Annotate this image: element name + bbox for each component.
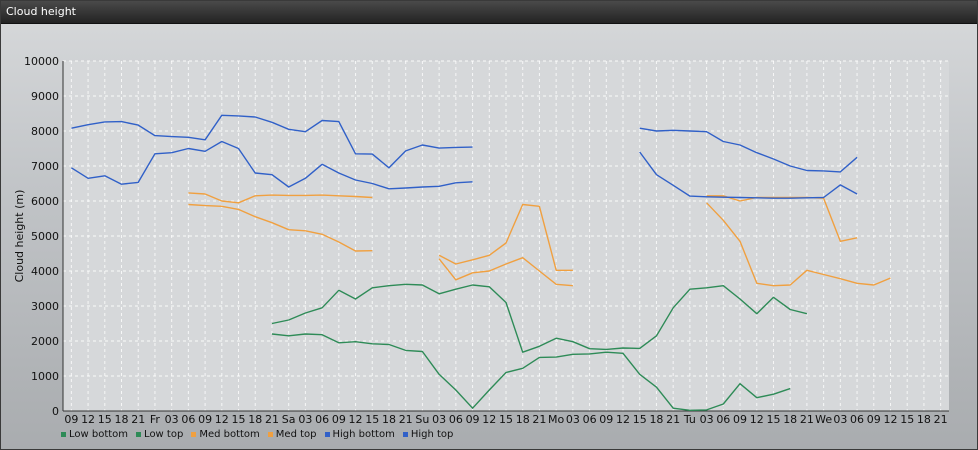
x-tick-label: 21 bbox=[265, 413, 279, 426]
x-tick-label: 21 bbox=[800, 413, 814, 426]
x-tick-label: 09 bbox=[733, 413, 747, 426]
x-tick-label: 21 bbox=[666, 413, 680, 426]
series-line-high-bottom bbox=[71, 140, 473, 190]
legend-item-med-top[interactable]: Med top bbox=[267, 428, 317, 440]
x-tick-label: Sa bbox=[282, 413, 296, 426]
series-line-high-top bbox=[639, 127, 858, 173]
legend-item-low-top[interactable]: Low top bbox=[136, 429, 183, 440]
legend-swatch bbox=[402, 431, 408, 437]
title-bar: Cloud height bbox=[1, 1, 977, 24]
y-tick-label: 1000 bbox=[31, 370, 59, 383]
legend-item-high-bottom[interactable]: High bottom bbox=[324, 428, 395, 440]
legend-label: High top bbox=[410, 428, 454, 440]
x-tick-label: Tu bbox=[683, 413, 696, 426]
x-tick-label: 03 bbox=[432, 413, 446, 426]
y-tick-label: 7000 bbox=[31, 160, 59, 173]
y-tick-label: 10000 bbox=[24, 55, 59, 68]
legend-swatch bbox=[267, 431, 273, 437]
window-title: Cloud height bbox=[6, 5, 76, 18]
x-tick-label: 12 bbox=[883, 413, 897, 426]
x-tick-label: 21 bbox=[934, 413, 948, 426]
y-tick-label: 8000 bbox=[31, 125, 59, 138]
x-tick-label: 06 bbox=[181, 413, 195, 426]
series-line-med-top bbox=[188, 203, 373, 252]
x-tick-label: 15 bbox=[232, 413, 246, 426]
legend-swatch bbox=[324, 431, 330, 437]
y-tick-label: 2000 bbox=[31, 335, 59, 348]
x-tick-label: 09 bbox=[198, 413, 212, 426]
x-tick-label: 12 bbox=[616, 413, 630, 426]
x-tick-label: 15 bbox=[900, 413, 914, 426]
x-tick-label: 06 bbox=[315, 413, 329, 426]
x-tick-label: 15 bbox=[98, 413, 112, 426]
legend-item-low-bottom[interactable]: Low bottom bbox=[61, 429, 128, 440]
x-tick-label: 09 bbox=[867, 413, 881, 426]
legend-swatch bbox=[136, 431, 142, 437]
x-tick-label: 09 bbox=[599, 413, 613, 426]
legend-item-high-top[interactable]: High top bbox=[402, 428, 454, 440]
x-tick-label: 06 bbox=[449, 413, 463, 426]
y-tick-label: 5000 bbox=[31, 230, 59, 243]
series-line-high-top bbox=[71, 114, 473, 169]
x-tick-label: 09 bbox=[466, 413, 480, 426]
x-tick-label: 21 bbox=[131, 413, 145, 426]
x-tick-label: 06 bbox=[583, 413, 597, 426]
x-tick-label: 15 bbox=[365, 413, 379, 426]
legend-label: High bottom bbox=[332, 428, 395, 440]
x-tick-label: 03 bbox=[700, 413, 714, 426]
x-tick-label: We bbox=[815, 413, 832, 426]
legend-swatch bbox=[191, 431, 197, 437]
x-tick-label: 18 bbox=[917, 413, 931, 426]
x-tick-label: Fr bbox=[150, 413, 161, 426]
y-tick-label: 9000 bbox=[31, 90, 59, 103]
series-line-low-bottom bbox=[271, 283, 808, 353]
x-tick-label: 21 bbox=[532, 413, 546, 426]
legend-label: Low bottom bbox=[69, 428, 129, 440]
x-tick-label: 15 bbox=[766, 413, 780, 426]
x-tick-label: 15 bbox=[633, 413, 647, 426]
series-line-low-top bbox=[271, 333, 791, 411]
legend-label: Low top bbox=[144, 428, 184, 440]
x-tick-label: 03 bbox=[165, 413, 179, 426]
x-tick-label: 18 bbox=[382, 413, 396, 426]
legend-label: Med top bbox=[275, 428, 317, 440]
x-tick-label: 03 bbox=[833, 413, 847, 426]
x-tick-label: 12 bbox=[81, 413, 95, 426]
x-tick-label: 12 bbox=[349, 413, 363, 426]
legend-item-med-bottom[interactable]: Med bottom bbox=[191, 428, 260, 440]
x-tick-label: 15 bbox=[499, 413, 513, 426]
x-tick-label: 09 bbox=[332, 413, 346, 426]
y-tick-label: 4000 bbox=[31, 265, 59, 278]
chart-legend: Low bottom Low top Med bottom Med top Hi… bbox=[61, 427, 453, 441]
x-tick-label: 06 bbox=[850, 413, 864, 426]
series-line-med-top bbox=[438, 257, 573, 287]
x-tick-label: 18 bbox=[783, 413, 797, 426]
series-line-med-bottom bbox=[438, 203, 573, 271]
y-tick-label: 0 bbox=[52, 405, 59, 418]
x-tick-label: 21 bbox=[399, 413, 413, 426]
x-tick-label: 12 bbox=[750, 413, 764, 426]
x-tick-label: 12 bbox=[482, 413, 496, 426]
series-line-high-bottom bbox=[639, 151, 858, 199]
x-tick-label: Mo bbox=[548, 413, 564, 426]
series-line-med-bottom bbox=[188, 192, 373, 204]
legend-swatch bbox=[61, 431, 66, 437]
legend-label: Med bottom bbox=[199, 428, 260, 440]
x-tick-label: 18 bbox=[649, 413, 663, 426]
x-tick-label: 18 bbox=[516, 413, 530, 426]
x-tick-label: 06 bbox=[716, 413, 730, 426]
y-tick-label: 6000 bbox=[31, 195, 59, 208]
x-tick-label: 03 bbox=[566, 413, 580, 426]
y-tick-label: 3000 bbox=[31, 300, 59, 313]
y-axis-label: Cloud height (m) bbox=[13, 190, 26, 283]
x-tick-label: 12 bbox=[215, 413, 229, 426]
x-tick-label: 18 bbox=[248, 413, 262, 426]
x-tick-label: 09 bbox=[64, 413, 78, 426]
x-tick-label: 18 bbox=[115, 413, 129, 426]
x-tick-label: 03 bbox=[298, 413, 312, 426]
x-tick-label: Su bbox=[415, 413, 429, 426]
series-line-med-top bbox=[706, 202, 891, 287]
